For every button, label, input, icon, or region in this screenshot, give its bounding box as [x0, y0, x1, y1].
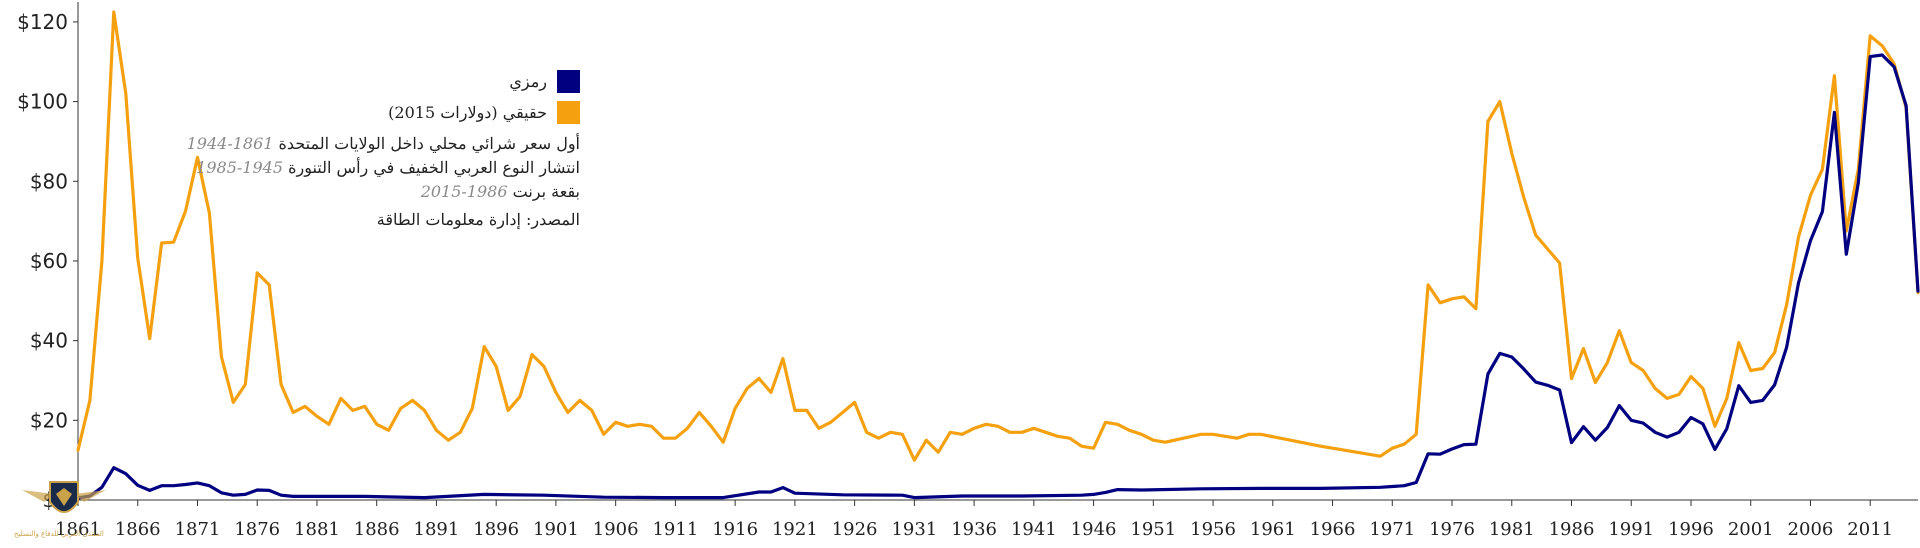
y-tick-label: $80 [30, 169, 68, 193]
x-tick-label: 1926 [832, 519, 878, 540]
x-tick-label: 1996 [1668, 519, 1714, 540]
watermark-logo: المنتدى العربي للدفاع والتسليح [14, 472, 114, 542]
note-text: انتشار النوع العربي الخفيف في رأس التنور… [288, 158, 580, 177]
logo-text: المنتدى العربي للدفاع والتسليح [14, 530, 104, 538]
x-tick-label: 1871 [175, 519, 221, 540]
x-tick-label: 2001 [1728, 519, 1774, 540]
x-tick-label: 1981 [1489, 519, 1535, 540]
y-tick-label: $60 [30, 249, 68, 273]
legend-item-real: حقيقي (دولارات 2015) [187, 101, 580, 124]
series-lines [76, 10, 1920, 500]
series-line-real [76, 10, 1920, 462]
x-tick-label: 1876 [234, 519, 280, 540]
x-tick-label: 1956 [1190, 519, 1236, 540]
x-tick-label: 1901 [533, 519, 579, 540]
legend-note: أول سعر شرائي محلي داخل الولايات المتحدة… [187, 132, 580, 156]
x-tick-label: 2011 [1847, 519, 1893, 540]
x-tick-label: 1951 [1130, 519, 1176, 540]
x-tick-label: 1906 [593, 519, 639, 540]
x-tick-label: 1991 [1608, 519, 1654, 540]
note-text: بقعة برنت [512, 182, 580, 201]
x-tick-label: 1886 [354, 519, 400, 540]
y-tick-label: $20 [30, 408, 68, 432]
x-tick-label: 1961 [1250, 519, 1296, 540]
x-axis: 1861 1866 1871 1876 1881 1886 1891 1896 1901 1906… [55, 499, 1918, 540]
x-tick-label: 1921 [772, 519, 818, 540]
x-tick-label: 1881 [294, 519, 340, 540]
x-tick-label: 1966 [1310, 519, 1356, 540]
x-tick-label: 1976 [1429, 519, 1475, 540]
legend-note: انتشار النوع العربي الخفيف في رأس التنور… [187, 156, 580, 180]
note-years: 1945-1985 [196, 158, 283, 177]
legend-label-nominal: رمزي [509, 72, 547, 91]
x-tick-label: 1946 [1071, 519, 1117, 540]
legend-item-nominal: رمزي [187, 70, 580, 93]
x-tick-label: 1911 [652, 519, 698, 540]
x-tick-label: 2006 [1788, 519, 1834, 540]
nominal-swatch [557, 70, 580, 93]
legend-label-real: حقيقي (دولارات 2015) [388, 103, 547, 122]
x-tick-label: 1971 [1369, 519, 1415, 540]
y-tick-label: $40 [30, 329, 68, 353]
source-note: المصدر: إدارة معلومات الطاقة [376, 210, 580, 229]
note-years: 1986-2015 [420, 182, 508, 201]
x-tick-label: 1916 [712, 519, 758, 540]
y-tick-label: $100 [17, 90, 68, 114]
note-text: أول سعر شرائي محلي داخل الولايات المتحدة [278, 134, 580, 153]
y-axis: $0$20$40$60$80$100$120 [17, 2, 79, 512]
series-line-nominal [76, 53, 1920, 500]
y-tick-label: $120 [17, 10, 68, 34]
x-tick-label: 1866 [115, 519, 161, 540]
legend-note: بقعة برنت 1986-2015 [187, 180, 580, 204]
x-tick-label: 1941 [1011, 519, 1057, 540]
eagle-shield-icon [22, 481, 106, 513]
note-years: 1861-1944 [186, 134, 274, 153]
x-tick-label: 1861 [55, 519, 101, 540]
x-tick-label: 1986 [1549, 519, 1595, 540]
x-tick-label: 1936 [951, 519, 997, 540]
legend: رمزي حقيقي (دولارات 2015) أول سعر شرائي … [187, 70, 580, 229]
x-tick-label: 1896 [473, 519, 519, 540]
x-tick-label: 1931 [891, 519, 937, 540]
x-tick-label: 1891 [414, 519, 460, 540]
real-swatch [557, 101, 580, 124]
